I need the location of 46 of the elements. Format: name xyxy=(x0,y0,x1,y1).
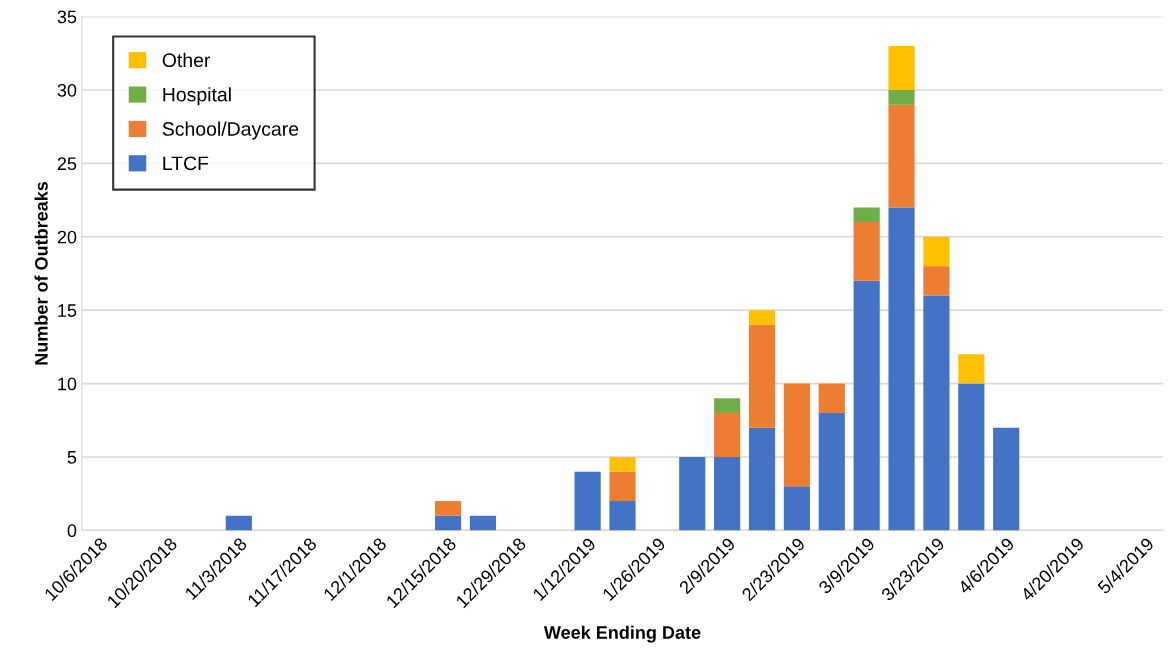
bar xyxy=(888,104,915,208)
bar xyxy=(609,457,636,472)
bar xyxy=(748,310,776,325)
bar xyxy=(818,383,845,413)
bar xyxy=(469,515,497,531)
bar xyxy=(853,222,880,281)
bar xyxy=(783,383,810,487)
bar xyxy=(748,427,776,531)
y-tick-label: 10 xyxy=(58,377,77,391)
y-tick-label: 0 xyxy=(67,524,77,538)
legend-label: Other xyxy=(162,52,211,68)
bar xyxy=(818,412,845,531)
bar xyxy=(714,457,741,531)
bar xyxy=(853,207,880,223)
y-tick-label: 5 xyxy=(67,451,77,464)
y-tick-label: 15 xyxy=(58,304,77,317)
legend-label: Hospital xyxy=(163,87,231,106)
y-tick-label: 25 xyxy=(57,157,77,171)
bar xyxy=(923,266,950,296)
bar xyxy=(993,427,1020,531)
bar xyxy=(714,398,741,413)
y-tick-label: 20 xyxy=(57,230,77,244)
x-axis-title: Week Ending Date xyxy=(543,625,701,643)
bar xyxy=(888,89,915,105)
bar xyxy=(958,383,985,531)
bar xyxy=(609,471,636,502)
bar xyxy=(923,295,950,531)
bar xyxy=(888,207,915,531)
bar xyxy=(679,457,706,531)
bar xyxy=(958,354,985,384)
bar xyxy=(923,236,950,267)
legend-label: School/Daycare xyxy=(162,121,299,140)
bar xyxy=(435,501,462,516)
y-axis-title: Number of Outbreaks xyxy=(34,181,48,365)
bar xyxy=(853,280,880,531)
bar xyxy=(574,471,601,531)
y-tick-label: 35 xyxy=(57,10,77,24)
bar xyxy=(609,501,636,531)
bar xyxy=(435,515,462,531)
legend-label: LTCF xyxy=(163,156,209,171)
y-tick-label: 30 xyxy=(57,83,77,97)
bar xyxy=(748,324,776,428)
bar xyxy=(783,486,810,531)
bar xyxy=(225,515,252,531)
bar xyxy=(714,412,741,457)
bar xyxy=(888,45,915,90)
